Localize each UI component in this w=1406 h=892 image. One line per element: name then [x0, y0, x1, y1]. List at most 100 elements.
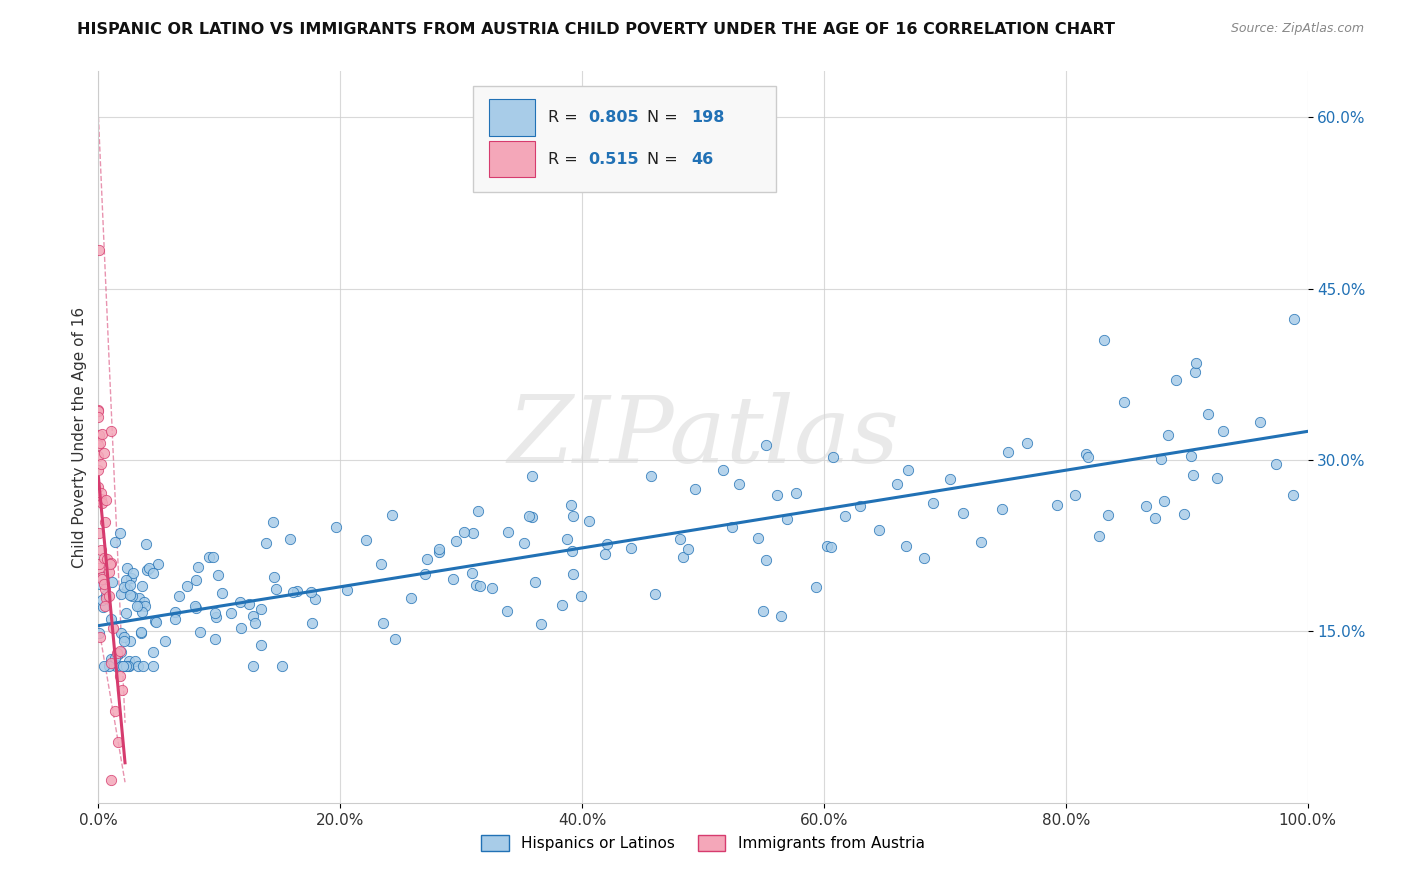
Point — [204, 632, 226, 646]
Point — [229, 595, 252, 609]
Point — [100, 612, 122, 626]
Text: N =: N = — [647, 110, 683, 125]
Point — [304, 591, 326, 606]
Point — [87, 463, 110, 477]
Point — [114, 606, 136, 620]
Point — [751, 604, 773, 618]
Point — [135, 536, 157, 550]
Point — [1135, 499, 1157, 513]
Point — [96, 589, 118, 603]
Point — [107, 648, 129, 662]
Point — [463, 526, 485, 541]
Point — [620, 541, 643, 555]
Point — [91, 600, 114, 615]
Point — [146, 557, 169, 571]
Point — [1249, 415, 1271, 429]
Point — [970, 535, 993, 549]
Point — [87, 410, 110, 425]
Point — [87, 479, 110, 493]
Point — [90, 543, 112, 558]
Point — [94, 493, 117, 508]
Point — [94, 591, 117, 606]
Point — [115, 561, 138, 575]
Point — [461, 566, 484, 580]
Point — [263, 570, 285, 584]
Text: HISPANIC OR LATINO VS IMMIGRANTS FROM AUSTRIA CHILD POVERTY UNDER THE AGE OF 16 : HISPANIC OR LATINO VS IMMIGRANTS FROM AU… — [77, 22, 1115, 37]
Point — [93, 577, 115, 591]
Point — [242, 609, 264, 624]
Point — [132, 658, 155, 673]
Point — [89, 561, 111, 575]
Point — [114, 658, 136, 673]
Point — [101, 574, 124, 589]
Point — [1150, 452, 1173, 467]
Point — [427, 545, 450, 559]
Point — [243, 616, 266, 631]
Point — [685, 482, 707, 496]
Point — [561, 543, 583, 558]
Point — [87, 428, 110, 442]
Point — [991, 501, 1014, 516]
Point — [1097, 508, 1119, 523]
Point — [1184, 356, 1206, 370]
FancyBboxPatch shape — [474, 86, 776, 192]
Point — [117, 658, 139, 673]
Point — [104, 704, 127, 718]
Text: 46: 46 — [690, 152, 713, 167]
Point — [93, 446, 115, 460]
Point — [1092, 333, 1115, 347]
Point — [100, 656, 122, 670]
Point — [118, 578, 141, 592]
Point — [115, 574, 138, 588]
Point — [868, 523, 890, 537]
Point — [1144, 511, 1167, 525]
Text: Source: ZipAtlas.com: Source: ZipAtlas.com — [1230, 22, 1364, 36]
Point — [89, 577, 111, 591]
Point — [886, 476, 908, 491]
Point — [676, 542, 699, 557]
Point — [373, 616, 395, 631]
Point — [1074, 447, 1097, 461]
Point — [129, 624, 152, 639]
Point — [560, 498, 582, 512]
Point — [1112, 395, 1135, 409]
Point — [94, 516, 117, 530]
Point — [416, 552, 439, 566]
Point — [176, 579, 198, 593]
Point — [441, 572, 464, 586]
Point — [1173, 507, 1195, 521]
Point — [1282, 312, 1305, 326]
Point — [112, 580, 135, 594]
Point — [124, 654, 146, 668]
Point — [110, 645, 132, 659]
Point — [569, 589, 592, 603]
Point — [1157, 428, 1180, 442]
Point — [481, 581, 503, 595]
Point — [912, 551, 935, 566]
Point — [89, 631, 111, 645]
Point — [211, 586, 233, 600]
Point — [98, 558, 121, 572]
Y-axis label: Child Poverty Under the Age of 16: Child Poverty Under the Age of 16 — [72, 307, 87, 567]
Point — [254, 536, 277, 550]
Point — [87, 403, 110, 417]
Point — [721, 520, 744, 534]
Point — [143, 614, 166, 628]
Point — [87, 438, 110, 452]
Point — [775, 512, 797, 526]
Point — [114, 658, 136, 673]
Point — [747, 531, 769, 545]
Point — [91, 570, 114, 584]
Point — [87, 244, 110, 258]
Point — [465, 578, 488, 592]
Point — [101, 621, 124, 635]
FancyBboxPatch shape — [489, 141, 534, 178]
Point — [108, 525, 131, 540]
Point — [89, 485, 111, 500]
Point — [87, 450, 110, 464]
Point — [98, 589, 121, 603]
Point — [90, 491, 112, 506]
Point — [87, 403, 110, 417]
Point — [89, 435, 111, 450]
FancyBboxPatch shape — [489, 99, 534, 136]
